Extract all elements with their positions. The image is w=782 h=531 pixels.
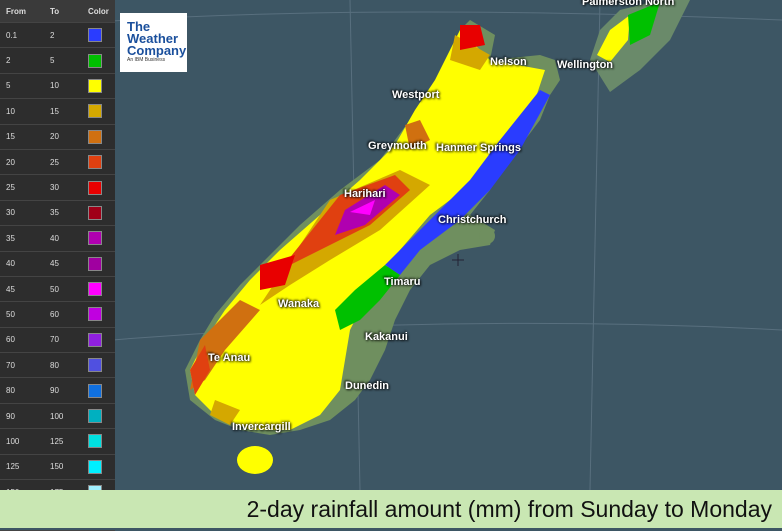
to-cell: 20 <box>50 132 59 142</box>
from-cell: 60 <box>6 335 15 345</box>
color-swatch <box>88 459 102 474</box>
color-swatch <box>88 256 102 271</box>
legend-row: 50 60 <box>0 302 115 328</box>
legend-row: 100 125 <box>0 429 115 455</box>
legend-row: 45 50 <box>0 277 115 303</box>
header-cell: From <box>6 6 26 16</box>
to-cell: 125 <box>50 436 64 446</box>
from-cell: 30 <box>6 208 15 218</box>
color-swatch <box>88 231 102 246</box>
place-label: Westport <box>392 89 440 101</box>
from-cell: 0.1 <box>6 30 18 40</box>
to-cell: 150 <box>50 462 64 472</box>
from-cell: 10 <box>6 106 15 116</box>
to-cell: 2 <box>50 30 55 40</box>
place-label: Nelson <box>490 56 527 68</box>
to-cell: 30 <box>50 183 59 193</box>
to-cell: 10 <box>50 81 59 91</box>
place-label: Invercargill <box>232 421 291 433</box>
color-swatch <box>88 282 102 297</box>
legend-row: 35 40 <box>0 226 115 252</box>
logo-text: Company <box>127 43 187 58</box>
to-cell: 35 <box>50 208 59 218</box>
color-swatch <box>88 307 102 322</box>
from-cell: 15 <box>6 132 15 142</box>
legend-row: 125 150 <box>0 455 115 481</box>
legend-row: 0.1 2 <box>0 23 115 49</box>
color-swatch <box>88 129 102 144</box>
from-cell: 50 <box>6 309 15 319</box>
to-cell: 80 <box>50 360 59 370</box>
place-label: Greymouth <box>368 140 427 152</box>
legend-row: 70 80 <box>0 353 115 379</box>
to-cell: 70 <box>50 335 59 345</box>
place-label: Timaru <box>384 276 421 288</box>
legend-header: From To Color <box>0 0 115 23</box>
from-cell: 2 <box>6 56 11 66</box>
from-cell: 35 <box>6 233 15 243</box>
to-cell: 15 <box>50 106 59 116</box>
logo-text: The <box>127 19 151 34</box>
place-label: Palmerston North <box>582 0 675 8</box>
color-swatch <box>88 434 102 449</box>
color-swatch <box>88 409 102 424</box>
from-cell: 80 <box>6 386 15 396</box>
place-label: Kakanui <box>365 331 408 343</box>
header-cell: Color <box>88 6 109 16</box>
legend-row: 5 10 <box>0 74 115 100</box>
from-cell: 5 <box>6 81 11 91</box>
from-cell: 70 <box>6 360 15 370</box>
to-cell: 25 <box>50 157 59 167</box>
legend-row: 20 25 <box>0 150 115 176</box>
color-swatch <box>88 53 102 68</box>
color-swatch <box>88 155 102 170</box>
to-cell: 60 <box>50 309 59 319</box>
place-label: Harihari <box>344 188 386 200</box>
color-swatch <box>88 28 102 43</box>
to-cell: 50 <box>50 284 59 294</box>
place-label: Wellington <box>557 59 614 71</box>
to-cell: 100 <box>50 411 64 421</box>
to-cell: 5 <box>50 56 55 66</box>
from-cell: 25 <box>6 183 15 193</box>
place-label: Wanaka <box>278 298 320 310</box>
place-label: Christchurch <box>438 214 507 226</box>
legend-row: 15 20 <box>0 125 115 150</box>
color-swatch <box>88 358 102 373</box>
logo: The Weather Company An IBM Business <box>120 13 187 72</box>
to-cell: 90 <box>50 386 59 396</box>
color-swatch <box>88 332 102 347</box>
legend-row: 25 30 <box>0 175 115 201</box>
from-cell: 40 <box>6 259 15 269</box>
legend-row: 10 15 <box>0 99 115 125</box>
color-swatch <box>88 180 102 195</box>
from-cell: 90 <box>6 411 15 421</box>
from-cell: 100 <box>6 436 20 446</box>
legend-row: 60 70 <box>0 328 115 354</box>
to-cell: 45 <box>50 259 59 269</box>
from-cell: 20 <box>6 157 15 167</box>
from-cell: 125 <box>6 462 20 472</box>
map <box>0 0 782 490</box>
color-swatch <box>88 383 102 398</box>
place-label: Te Anau <box>208 352 251 364</box>
place-label: Dunedin <box>345 380 389 392</box>
legend-row: 30 35 <box>0 201 115 227</box>
caption: 2-day rainfall amount (mm) from Sunday t… <box>0 490 782 528</box>
logo-tagline: An IBM Business <box>127 57 166 63</box>
legend: From To Color 0.1 2 2 5 5 10 10 15 15 20 20 25 25 30 30 35… <box>0 0 115 531</box>
legend-row: 40 45 <box>0 252 115 277</box>
from-cell: 45 <box>6 284 15 294</box>
to-cell: 40 <box>50 233 59 243</box>
legend-row: 90 100 <box>0 404 115 430</box>
logo-text: Weather <box>127 31 179 46</box>
color-swatch <box>88 205 102 220</box>
color-swatch <box>88 104 102 119</box>
color-swatch <box>88 78 102 93</box>
header-cell: To <box>50 6 60 16</box>
legend-row: 80 90 <box>0 378 115 404</box>
place-label: Hanmer Springs <box>436 142 521 154</box>
